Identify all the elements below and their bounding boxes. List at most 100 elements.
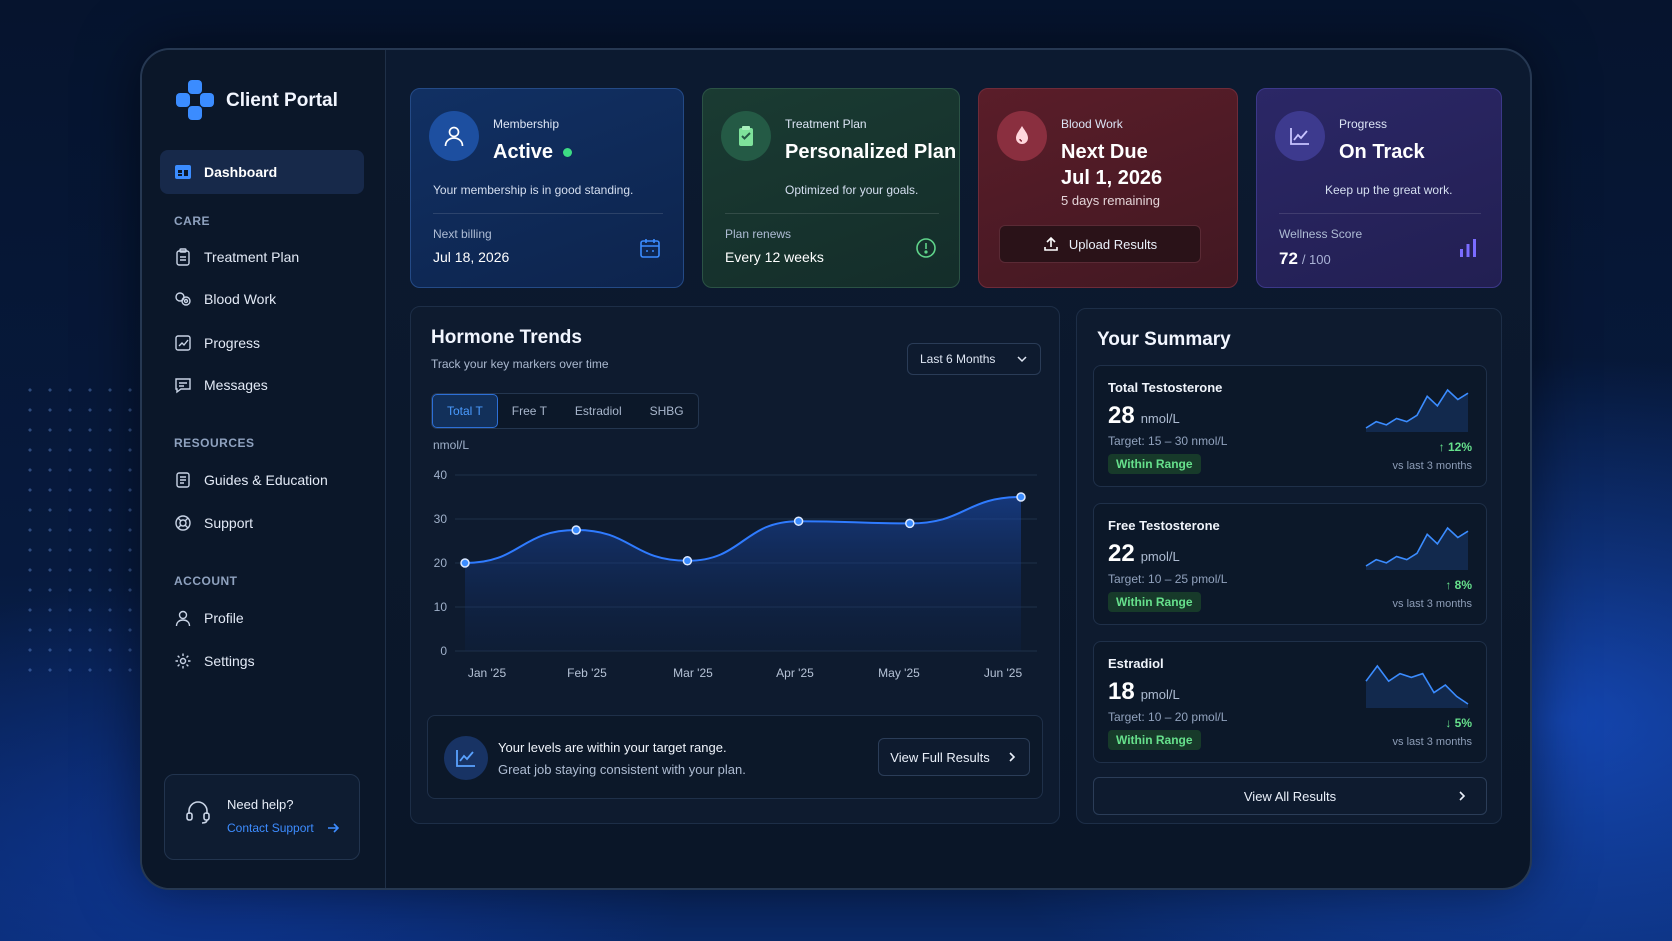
sidebar-item-profile[interactable]: Profile (174, 605, 244, 631)
sidebar: Client Portal Dashboard CARE Treatment P… (142, 50, 386, 888)
sparkline (1365, 388, 1469, 432)
summary-card-free-testosterone[interactable]: Free Testosterone 22 pmol/L Target: 10 –… (1093, 503, 1487, 625)
data-point[interactable] (571, 525, 581, 535)
sidebar-item-messages[interactable]: Messages (174, 372, 268, 398)
dashboard-icon (175, 165, 191, 179)
clipboard-icon (739, 126, 753, 146)
insight-icon-circle (444, 736, 488, 780)
sidebar-item-support[interactable]: Support (174, 510, 253, 536)
marker-change: ↑ 8% (1445, 578, 1472, 592)
sidebar-item-guides[interactable]: Guides & Education (174, 467, 328, 493)
logo-cross-icon (176, 80, 214, 122)
logo[interactable]: Client Portal (176, 80, 338, 122)
calendar-icon (640, 239, 660, 258)
section-resources: RESOURCES (174, 436, 255, 450)
clipboard-icon (176, 248, 190, 266)
card-sublabel: Wellness Score (1279, 227, 1363, 241)
card-label: Progress (1339, 117, 1388, 131)
data-point[interactable] (793, 516, 804, 526)
marker-target: Target: 10 – 25 pmol/L (1108, 572, 1228, 586)
treatment-plan-card[interactable]: Treatment Plan Personalized Plan Optimiz… (702, 88, 960, 288)
wellness-score-value: 72 (1279, 249, 1298, 268)
marker-value: 18 pmol/L (1108, 678, 1180, 706)
card-divider (1279, 213, 1481, 214)
wellness-score-max: / 100 (1301, 252, 1331, 267)
sidebar-item-settings[interactable]: Settings (174, 648, 255, 674)
view-full-results-button[interactable]: View Full Results (878, 738, 1030, 776)
summary-card-estradiol[interactable]: Estradiol 18 pmol/L Target: 10 – 20 pmol… (1093, 641, 1487, 763)
chevron-right-icon (1459, 791, 1466, 801)
help-title: Need help? (227, 797, 294, 812)
headset-icon (186, 801, 210, 824)
data-point[interactable] (905, 518, 915, 529)
view-all-results-label: View All Results (1243, 788, 1337, 804)
time-range-dropdown[interactable]: Last 6 Months (907, 343, 1041, 375)
x-tick-label: Jun '25 (984, 666, 1023, 680)
insight-card: Your levels are within your target range… (427, 715, 1043, 799)
blood-cells-icon (175, 292, 191, 306)
x-tick-label: Jan '25 (468, 666, 507, 680)
blood-work-card[interactable]: Blood Work Next Due Jul 1, 2026 5 days r… (978, 88, 1238, 288)
status-badge: Within Range (1108, 592, 1201, 612)
sidebar-item-label: Dashboard (204, 164, 278, 180)
marker-tabs: Total T Free T Estradiol SHBG (431, 393, 699, 429)
arrow-right-icon (327, 823, 339, 833)
card-sublabel: Plan renews (725, 227, 792, 241)
blood-work-due-date: Jul 1, 2026 (1061, 167, 1163, 189)
card-description: Your membership is in good standing. (433, 183, 634, 197)
panel-subtitle: Track your key markers over time (431, 357, 609, 371)
sidebar-item-label: Blood Work (204, 291, 277, 307)
summary-panel: Your Summary Total Testosterone 28 nmol/… (1076, 308, 1502, 824)
hormone-trend-chart: nmol/L 0 10 20 30 40 Jan '25 Feb '25 Mar '25 Ap… (433, 438, 1037, 680)
sidebar-item-label: Guides & Education (204, 472, 328, 488)
progress-card[interactable]: Progress On Track Keep up the great work… (1256, 88, 1502, 288)
sparkline (1365, 526, 1469, 570)
membership-status: Active (493, 141, 573, 164)
sidebar-item-label: Messages (204, 377, 268, 393)
marker-target: Target: 15 – 30 nmol/L (1108, 434, 1228, 448)
treatment-icon-circle (721, 111, 771, 161)
y-tick-label: 0 (440, 644, 447, 658)
days-remaining: 5 days remaining (1061, 193, 1160, 208)
view-all-results-button[interactable]: View All Results (1093, 777, 1487, 815)
blood-drop-icon (1016, 126, 1028, 144)
sidebar-item-treatment-plan[interactable]: Treatment Plan (174, 244, 299, 270)
x-tick-label: May '25 (878, 666, 920, 680)
marker-name: Total Testosterone (1108, 380, 1223, 395)
x-tick-label: Mar '25 (673, 666, 713, 680)
contact-support-link[interactable]: Contact Support (227, 821, 340, 835)
help-card: Need help? Contact Support (164, 774, 360, 860)
membership-status-text: Active (493, 141, 554, 163)
y-tick-label: 20 (434, 556, 448, 570)
app-window: Client Portal Dashboard CARE Treatment P… (140, 48, 1532, 890)
membership-card[interactable]: Membership Active Your membership is in … (410, 88, 684, 288)
background-dot-pattern (20, 380, 140, 680)
data-point[interactable] (682, 556, 693, 566)
tab-free-t[interactable]: Free T (511, 404, 547, 418)
marker-compare: vs last 3 months (1392, 460, 1472, 472)
marker-value: 28 nmol/L (1108, 402, 1180, 430)
tab-shbg[interactable]: SHBG (649, 404, 684, 418)
sidebar-item-blood-work[interactable]: Blood Work (174, 286, 276, 312)
marker-unit: pmol/L (1140, 549, 1180, 564)
marker-name: Free Testosterone (1108, 518, 1220, 533)
x-tick-label: Feb '25 (567, 666, 607, 680)
marker-unit: pmol/L (1140, 687, 1180, 702)
book-icon (176, 472, 190, 488)
data-point[interactable] (460, 558, 470, 568)
plan-renew-interval: Every 12 weeks (725, 249, 824, 265)
insight-detail: Great job staying consistent with your p… (498, 762, 746, 777)
data-point[interactable] (1016, 492, 1026, 502)
sidebar-item-progress[interactable]: Progress (174, 330, 260, 356)
summary-card-total-testosterone[interactable]: Total Testosterone 28 nmol/L Target: 15 … (1093, 365, 1487, 487)
card-divider (433, 213, 663, 214)
trend-up-icon (1290, 128, 1309, 145)
marker-value-number: 28 (1108, 402, 1135, 429)
sparkline-area (1366, 390, 1468, 432)
upload-results-button[interactable]: Upload Results (999, 225, 1201, 263)
section-account: ACCOUNT (174, 574, 238, 588)
sidebar-item-dashboard[interactable]: Dashboard (160, 150, 364, 194)
tab-total-t[interactable]: Total T (432, 394, 498, 428)
chevron-down-icon (1017, 356, 1027, 363)
tab-estradiol[interactable]: Estradiol (574, 404, 622, 418)
